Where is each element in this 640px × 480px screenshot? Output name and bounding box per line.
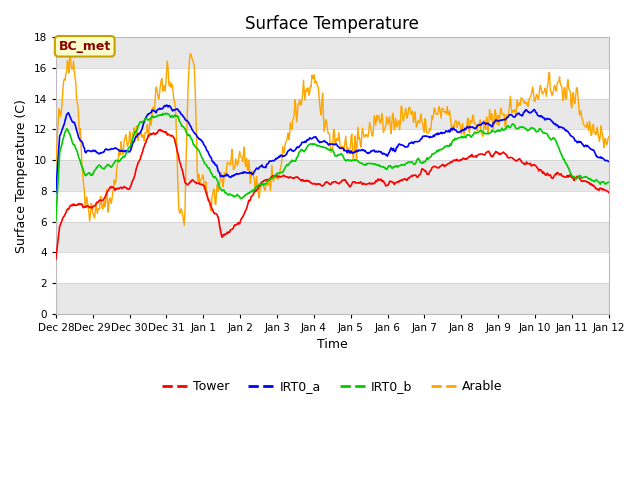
Arable xyxy=(206,196,214,202)
Tower xyxy=(401,176,408,182)
Bar xyxy=(56,99,609,130)
IRT0_a xyxy=(401,143,408,149)
Tower xyxy=(52,256,60,262)
IRT0_b xyxy=(176,119,184,124)
Arable xyxy=(119,152,127,157)
IRT0_a xyxy=(176,109,184,115)
Title: Surface Temperature: Surface Temperature xyxy=(245,15,419,33)
Arable xyxy=(175,206,182,212)
X-axis label: Time: Time xyxy=(317,338,348,351)
IRT0_a xyxy=(205,151,212,157)
Arable xyxy=(62,71,70,77)
Arable xyxy=(605,134,612,140)
Tower xyxy=(176,159,184,165)
Bar xyxy=(56,191,609,222)
Arable xyxy=(401,109,409,115)
IRT0_b xyxy=(62,128,70,133)
Bar xyxy=(56,252,609,283)
Arable xyxy=(187,51,195,57)
Line: IRT0_a: IRT0_a xyxy=(56,105,609,192)
Bar xyxy=(56,160,609,191)
Bar xyxy=(56,222,609,252)
Bar xyxy=(56,283,609,314)
Tower xyxy=(605,190,612,195)
Line: IRT0_b: IRT0_b xyxy=(56,113,609,220)
Legend: Tower, IRT0_a, IRT0_b, Arable: Tower, IRT0_a, IRT0_b, Arable xyxy=(157,375,508,398)
IRT0_a xyxy=(417,137,424,143)
IRT0_b xyxy=(162,110,170,116)
Tower xyxy=(157,127,164,132)
IRT0_b xyxy=(401,162,408,168)
Tower xyxy=(417,171,424,177)
IRT0_b xyxy=(205,165,212,171)
IRT0_b xyxy=(52,217,60,223)
IRT0_a xyxy=(163,102,170,108)
Arable xyxy=(52,159,60,165)
Tower xyxy=(205,198,212,204)
IRT0_a xyxy=(605,159,612,165)
Bar xyxy=(56,130,609,160)
IRT0_b xyxy=(417,159,424,165)
Y-axis label: Surface Temperature (C): Surface Temperature (C) xyxy=(15,99,28,252)
Bar xyxy=(56,37,609,68)
Bar xyxy=(56,68,609,99)
IRT0_a xyxy=(119,148,127,154)
IRT0_a xyxy=(62,115,70,121)
Line: Arable: Arable xyxy=(56,54,609,226)
IRT0_b xyxy=(119,155,127,160)
Arable xyxy=(417,111,425,117)
IRT0_b xyxy=(605,180,612,185)
Line: Tower: Tower xyxy=(56,130,609,259)
Tower xyxy=(119,185,127,191)
Tower xyxy=(62,210,70,216)
Text: BC_met: BC_met xyxy=(59,40,111,53)
IRT0_a xyxy=(52,190,60,195)
Arable xyxy=(180,223,188,228)
